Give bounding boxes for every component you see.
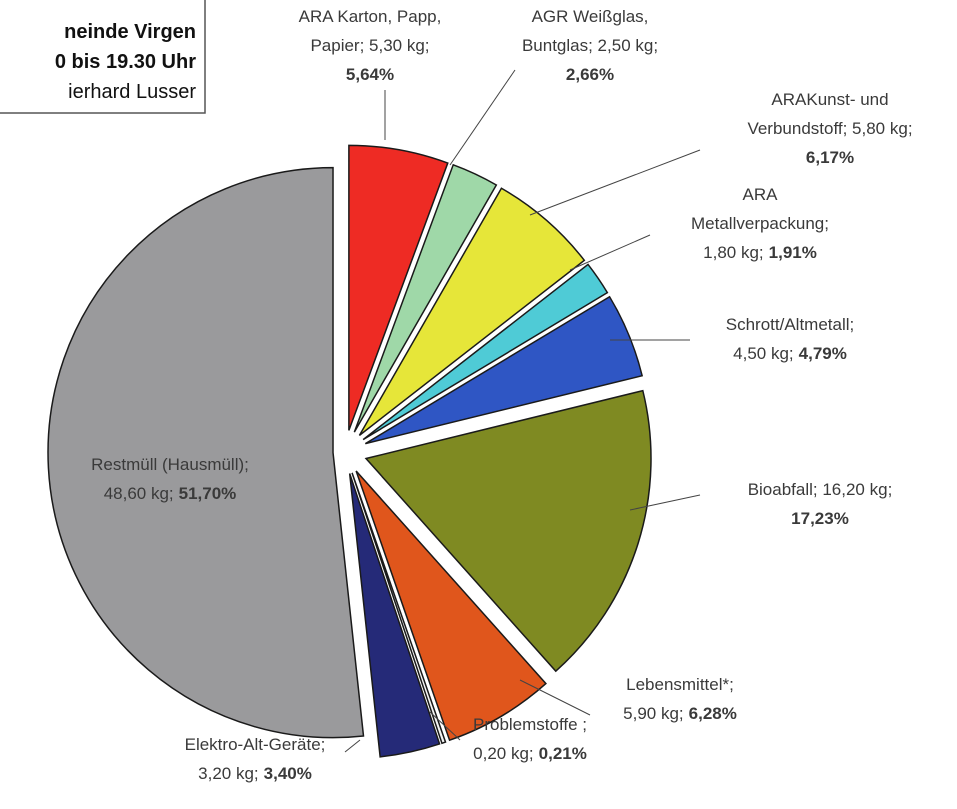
value-label: 2,66% bbox=[566, 65, 614, 84]
pie-slice bbox=[355, 470, 547, 742]
pie-slice bbox=[364, 389, 652, 673]
pie-slice bbox=[348, 473, 441, 758]
value-label: 0,21% bbox=[539, 744, 587, 763]
slice-label: Restmüll (Hausmüll); bbox=[91, 455, 249, 474]
slice-label: ARA Karton, Papp, bbox=[299, 7, 442, 26]
leader-line bbox=[519, 679, 591, 716]
leader-line bbox=[629, 494, 701, 511]
label-text: Lebensmittel*; bbox=[626, 675, 734, 694]
leader-line bbox=[569, 234, 651, 271]
slice-label: ARAKunst- und bbox=[771, 90, 888, 109]
label-text: Restmüll (Hausmüll); bbox=[91, 455, 249, 474]
slice-label: 5,90 kg; 6,28% bbox=[623, 704, 737, 723]
slice-label: ARA bbox=[743, 185, 779, 204]
label-text: ARA Karton, Papp, bbox=[299, 7, 442, 26]
annotation: neinde Virgen bbox=[64, 21, 196, 43]
slice-label: AGR Weißglas, bbox=[532, 7, 649, 26]
label-text: ARAKunst- und bbox=[771, 90, 888, 109]
label-text: 4,50 kg; bbox=[733, 344, 794, 363]
label-text: Buntglas; 2,50 kg; bbox=[522, 36, 658, 55]
label-text: 48,60 kg; bbox=[104, 484, 174, 503]
leader-line bbox=[449, 69, 516, 166]
slice-label: Lebensmittel*; bbox=[626, 675, 734, 694]
pie-slice bbox=[348, 144, 449, 431]
label-text: 0,20 kg; bbox=[473, 744, 534, 763]
slice-label: 48,60 kg; 51,70% bbox=[104, 484, 237, 503]
annotation-box bbox=[0, 0, 206, 114]
leader-line bbox=[429, 711, 461, 741]
slice-label: 0,20 kg; 0,21% bbox=[473, 744, 587, 763]
slice-label: 1,80 kg; 1,91% bbox=[703, 243, 817, 262]
slice-label: Buntglas; 2,50 kg; bbox=[522, 36, 658, 55]
pie-slice bbox=[351, 472, 447, 745]
annotation: ierhard Lusser bbox=[68, 81, 196, 103]
label-text: Elektro-Alt-Geräte; bbox=[185, 735, 326, 754]
pie-slice bbox=[47, 166, 365, 739]
value-label: 6,28% bbox=[689, 704, 737, 723]
leader-line bbox=[344, 739, 361, 753]
label-text: Bioabfall; 16,20 kg; bbox=[748, 480, 893, 499]
slice-label: Papier; 5,30 kg; bbox=[310, 36, 429, 55]
label-text: 1,80 kg; bbox=[703, 243, 764, 262]
label-text: AGR Weißglas, bbox=[532, 7, 649, 26]
label-text: Problemstoffe ; bbox=[473, 715, 587, 734]
value-label: 3,40% bbox=[264, 764, 312, 783]
slice-label: 4,50 kg; 4,79% bbox=[733, 344, 847, 363]
value-label: 5,64% bbox=[346, 65, 394, 84]
slice-label: 3,20 kg; 3,40% bbox=[198, 764, 312, 783]
slice-label: Verbundstoff; 5,80 kg; bbox=[747, 119, 912, 138]
label-text: 5,90 kg; bbox=[623, 704, 684, 723]
label-text: Schrott/Altmetall; bbox=[726, 315, 855, 334]
annotation: 0 bis 19.30 Uhr bbox=[55, 51, 196, 73]
value-label: 51,70% bbox=[179, 484, 237, 503]
slice-label: Elektro-Alt-Geräte; bbox=[185, 735, 326, 754]
value-label: 4,79% bbox=[799, 344, 847, 363]
label-text: ARA bbox=[743, 185, 779, 204]
value-label: 6,17% bbox=[806, 148, 854, 167]
pie-slice bbox=[358, 187, 586, 436]
label-text: Papier; 5,30 kg; bbox=[310, 36, 429, 55]
slice-label: Metallverpackung; bbox=[691, 214, 829, 233]
leader-line bbox=[529, 149, 701, 216]
value-label: 1,91% bbox=[769, 243, 817, 262]
slice-label: Problemstoffe ; bbox=[473, 715, 587, 734]
pie-slice bbox=[364, 295, 644, 445]
slice-label: Schrott/Altmetall; bbox=[726, 315, 855, 334]
pie-slice bbox=[353, 163, 498, 433]
value-label: 17,23% bbox=[791, 509, 849, 528]
label-text: Metallverpackung; bbox=[691, 214, 829, 233]
slice-label: Bioabfall; 16,20 kg; bbox=[748, 480, 893, 499]
label-text: 3,20 kg; bbox=[198, 764, 259, 783]
label-text: Verbundstoff; 5,80 kg; bbox=[747, 119, 912, 138]
pie-slice bbox=[362, 263, 609, 441]
